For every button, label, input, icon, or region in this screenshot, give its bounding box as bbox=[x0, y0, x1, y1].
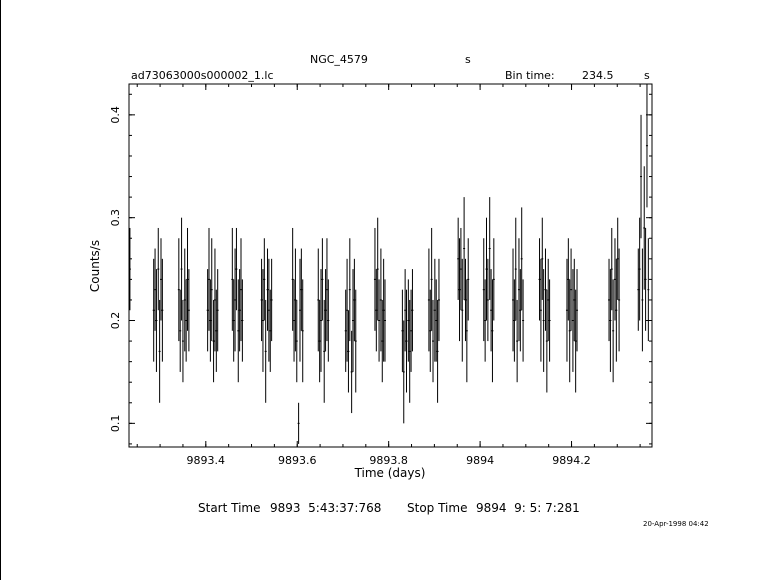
axis-ticks: 9893.4 9893.6 9893.8 9894 9894.2 0.1 0.2 0.3 0.4 bbox=[109, 84, 652, 467]
chart-marks bbox=[128, 84, 650, 444]
bin-time-label: Bin time: bbox=[505, 69, 555, 82]
file-name: ad73063000s000002_1.lc bbox=[131, 69, 274, 82]
x-tick-label: 9893.4 bbox=[187, 454, 226, 467]
start-time-label: Start Time bbox=[198, 501, 261, 515]
y-tick-label: 0.3 bbox=[109, 209, 122, 227]
y-tick-label: 0.1 bbox=[109, 415, 122, 433]
x-tick-label: 9894 bbox=[466, 454, 494, 467]
x-tick-label: 9893.8 bbox=[369, 454, 408, 467]
date-stamp: 20-Apr-1998 04:42 bbox=[643, 520, 709, 528]
bin-time-units: s bbox=[644, 69, 650, 82]
window-left-border bbox=[0, 0, 1, 580]
y-tick-label: 0.2 bbox=[109, 312, 122, 330]
x-axis-label: Time (days) bbox=[354, 466, 426, 480]
x-tick-label: 9893.6 bbox=[278, 454, 317, 467]
stop-time-label: Stop Time bbox=[407, 501, 468, 515]
plot-frame bbox=[128, 83, 653, 448]
stop-time-value: 9894 9: 5: 7:281 bbox=[476, 501, 580, 515]
object-units: s bbox=[465, 53, 471, 66]
x-tick-label: 9894.2 bbox=[552, 454, 591, 467]
bin-time-value: 234.5 bbox=[582, 69, 614, 82]
y-axis-label: Counts/s bbox=[88, 240, 102, 292]
y-tick-label: 0.4 bbox=[109, 106, 122, 124]
object-name: NGC_4579 bbox=[310, 53, 368, 66]
start-time-value: 9893 5:43:37:768 bbox=[270, 501, 382, 515]
